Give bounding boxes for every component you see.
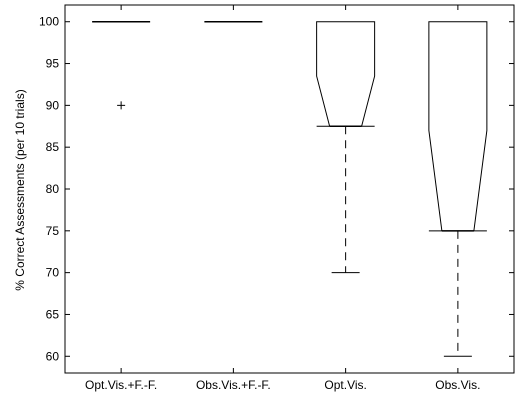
box-group [317, 22, 375, 273]
y-tick-label: 75 [46, 224, 60, 238]
x-axis-ticks: Opt.Vis.+F.-F. Obs.Vis.+F.-F. Opt.Vis. Obs.… [85, 5, 480, 392]
x-tick-label: Obs.Vis. [435, 378, 480, 392]
box-body [429, 22, 487, 231]
y-tick-label: 95 [46, 57, 60, 71]
y-tick-label: 60 [46, 349, 60, 363]
y-tick-label: 70 [46, 266, 60, 280]
box-group [429, 22, 487, 357]
plot-frame [65, 5, 514, 373]
box-marks [92, 22, 487, 357]
x-tick-label: Opt.Vis. [324, 378, 366, 392]
y-tick-label: 65 [46, 307, 60, 321]
x-tick-label: Obs.Vis.+F.-F. [196, 378, 271, 392]
y-tick-label: 85 [46, 140, 60, 154]
y-tick-label: 80 [46, 182, 60, 196]
outlier-marker [117, 101, 125, 109]
y-tick-label: 100 [39, 15, 59, 29]
box-body [317, 22, 375, 127]
plot-axes [65, 5, 514, 373]
y-axis-ticks: 60 65 70 75 80 85 90 95 100 [39, 15, 514, 364]
x-tick-label: Opt.Vis.+F.-F. [85, 378, 157, 392]
y-tick-label: 90 [46, 98, 60, 112]
y-axis-label: % Correct Assessments (per 10 trials) [13, 89, 27, 290]
box-group [92, 22, 150, 110]
